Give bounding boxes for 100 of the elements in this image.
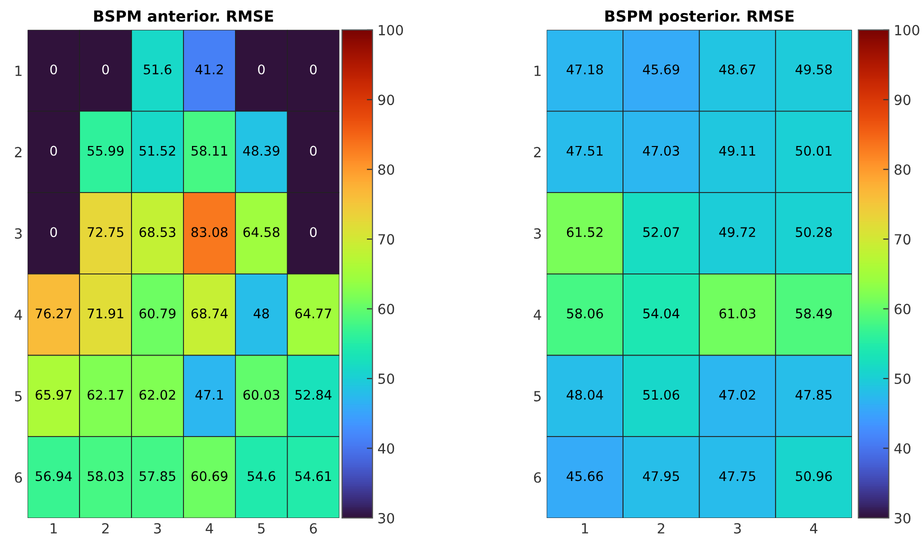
x-tick-label: 1 [50,523,57,534]
data-label: 49.11 [719,146,756,156]
chart-title: BSPM posterior. RMSE [605,10,794,25]
data-label: 54.6 [248,471,276,482]
data-label: 48.04 [566,390,604,400]
data-label: 60.69 [191,471,228,482]
data-label: 47.51 [566,146,603,156]
data-label: 47.02 [719,390,756,400]
y-tick-label: 3 [15,228,22,239]
y-tick-label: 5 [15,391,22,402]
data-label: 0 [258,64,265,74]
y-tick-label: 1 [534,66,541,76]
data-label: 0 [50,146,57,156]
color-bar-label: 40 [378,443,394,454]
y-tick-label: 6 [14,472,22,483]
x-tick-label: 3 [154,523,161,534]
y-tick-label: 5 [534,391,541,402]
data-label: 58.49 [796,308,832,318]
data-label: 58.06 [567,308,603,318]
data-label: 62.17 [88,390,124,400]
data-label: 72.75 [88,227,124,238]
data-label: 52.84 [295,390,332,400]
data-label: 60.79 [140,308,176,318]
data-label: 83.08 [191,227,228,238]
color-bar-label: 70 [378,234,394,245]
data-label: 52.07 [643,227,679,238]
data-label: 62.02 [140,390,176,400]
data-label: 48 [254,308,269,318]
x-tick-label: 3 [734,523,741,534]
data-label: 76.27 [36,308,72,318]
color-bar-label: 80 [894,164,910,175]
data-label: 47.75 [719,471,756,482]
data-label: 0 [310,64,317,74]
x-tick-label: 4 [206,523,214,534]
chart-title: BSPM anterior. RMSE [94,10,274,22]
y-tick-label: 1 [15,66,22,76]
data-label: 0 [310,227,317,238]
data-label: 71.91 [88,308,124,318]
data-label: 58.03 [88,471,124,482]
data-label: 47.03 [642,146,680,156]
color-bar-label: 90 [894,94,910,106]
data-label: 60.03 [243,390,280,400]
data-label: 55.99 [88,146,124,156]
x-tick-label: 2 [102,523,109,534]
data-label: 49.72 [719,227,756,238]
x-tick-label: 5 [258,523,265,534]
data-label: 64.77 [295,308,332,318]
data-label: 57.85 [140,471,176,482]
color-bar-label: 50 [894,374,910,384]
data-label: 47.85 [796,390,832,400]
data-label: 56.94 [36,471,72,482]
color-bar-label: 100 [378,24,403,36]
color-bar-label: 60 [894,304,910,314]
x-tick-label: 1 [582,523,588,534]
y-tick-label: 4 [534,310,542,320]
data-label: 68.53 [140,227,176,238]
data-label: 0 [50,227,57,238]
data-label: 50.01 [796,146,832,156]
x-tick-label: 4 [810,523,818,534]
y-tick-label: 4 [14,310,22,320]
color-bar-label: 60 [378,304,394,314]
data-label: 48.67 [719,64,756,74]
data-label: 45.69 [642,64,680,74]
y-tick-label: 2 [14,146,22,158]
data-label: 0 [310,146,317,156]
y-tick-label: 6 [534,472,542,483]
data-label: 51.6 [144,64,172,74]
color-bar-label: 40 [894,443,910,454]
data-label: 0 [102,64,109,74]
data-label: 0 [50,64,57,74]
data-label: 45.66 [566,471,603,482]
data-label: 51.52 [140,146,176,156]
y-tick-label: 2 [534,146,540,158]
data-label: 58.11 [192,146,228,156]
data-label: 54.61 [295,471,331,482]
data-label: 47.1 [195,390,223,400]
data-label: 47.18 [566,64,603,74]
data-label: 61.03 [720,308,756,318]
color-bar-label: 50 [378,374,394,384]
x-tick-label: 2 [658,523,664,534]
data-label: 64.58 [243,227,280,238]
data-label: 48.39 [243,146,280,156]
color-bar-label: 30 [378,512,394,524]
x-tick-label: 6 [310,523,317,534]
color-bar-label: 80 [378,164,394,175]
color-bar-label: 100 [895,24,920,36]
data-label: 54.04 [643,308,680,318]
data-label: 65.97 [36,390,72,400]
data-label: 68.74 [191,308,228,318]
data-label: 61.52 [566,227,602,238]
data-label: 50.96 [796,471,832,482]
data-label: 47.95 [642,471,679,482]
data-label: 41.2 [195,64,223,74]
data-label: 50.28 [796,227,832,238]
color-bar-label: 90 [378,94,394,106]
color-bar-label: 70 [894,234,910,245]
data-label: 51.06 [643,390,680,400]
y-tick-label: 3 [534,228,541,239]
color-bar-label: 30 [894,512,910,524]
data-label: 49.58 [796,64,832,74]
